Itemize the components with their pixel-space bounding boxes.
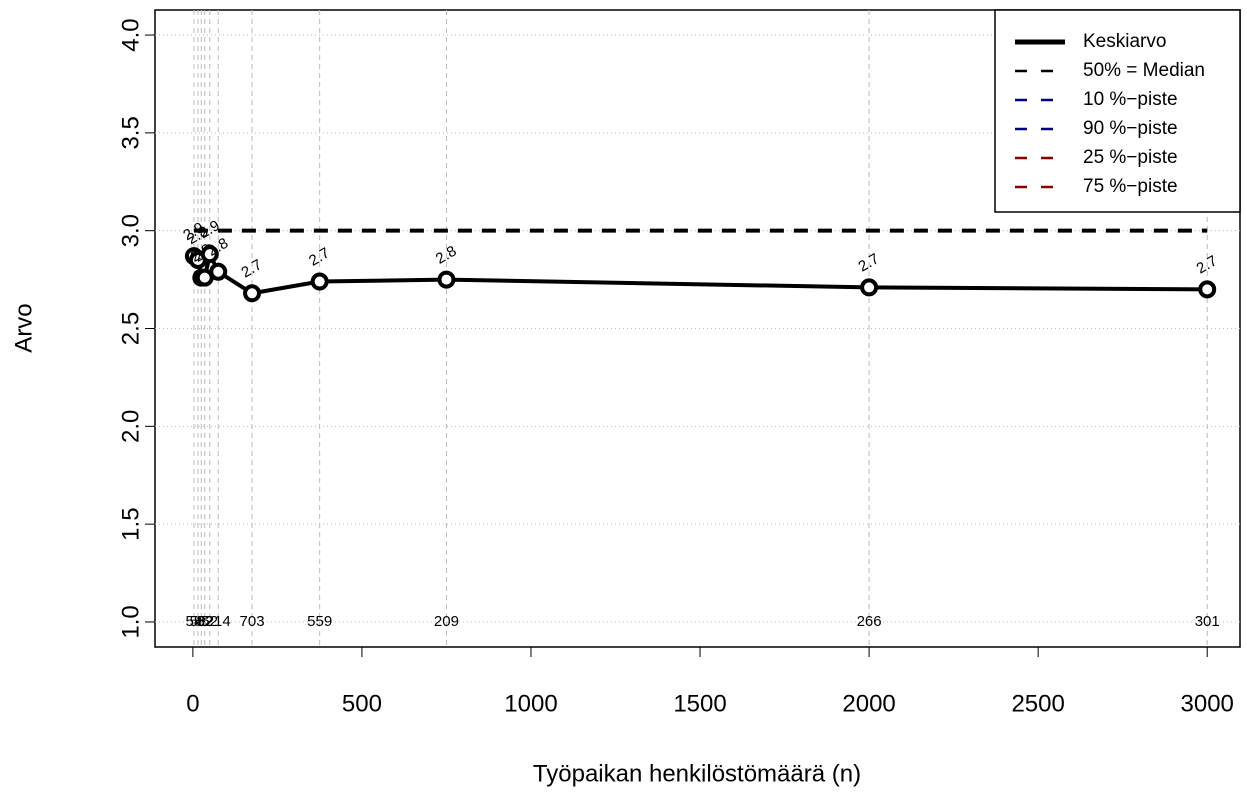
x-tick-label: 500 <box>342 690 382 717</box>
point <box>310 272 329 291</box>
y-tick-label: 3.5 <box>117 116 144 149</box>
count-label: 266 <box>857 613 882 630</box>
value-label: 2.7 <box>238 256 265 281</box>
count-label: 82 <box>196 613 213 630</box>
x-tick-label: 3000 <box>1181 690 1234 717</box>
y-tick-label: 1.5 <box>117 507 144 540</box>
count-label: 703 <box>240 613 265 630</box>
y-tick-label: 2.0 <box>117 410 144 443</box>
y-tick-label: 1.0 <box>117 605 144 638</box>
x-tick-label: 1000 <box>504 690 557 717</box>
count-label: 214 <box>206 613 231 630</box>
x-tick-label: 2500 <box>1011 690 1064 717</box>
y-tick-label: 4.0 <box>117 18 144 51</box>
count-label: 52 <box>201 613 218 630</box>
value-label: 2.7 <box>1194 252 1221 277</box>
x-axis-label: Työpaikan henkilöstömäärä (n) <box>533 760 861 787</box>
point <box>1198 280 1217 299</box>
point <box>437 270 456 289</box>
count-label: 559 <box>307 613 332 630</box>
y-axis-label: Arvo <box>10 303 37 352</box>
legend-label: 25 %−piste <box>1083 147 1178 168</box>
point <box>860 278 879 297</box>
legend-label: 75 %−piste <box>1083 176 1178 197</box>
point <box>243 284 262 303</box>
count-label: 301 <box>1195 613 1220 630</box>
count-label: 58 <box>190 613 207 630</box>
x-tick-label: 0 <box>186 690 199 717</box>
point <box>200 245 219 264</box>
legend-label: Keskiarvo <box>1083 31 1166 52</box>
legend-label: 10 %−piste <box>1083 89 1178 110</box>
value-label: 2.8 <box>433 243 460 268</box>
value-label: 2.7 <box>306 245 333 270</box>
y-tick-label: 3.0 <box>117 214 144 247</box>
count-label: 5 <box>197 613 205 630</box>
series-line <box>192 248 1208 296</box>
x-tick-label: 1500 <box>673 690 726 717</box>
y-tick-label: 2.5 <box>117 312 144 345</box>
legend-label: 50% = Median <box>1083 60 1205 81</box>
point <box>209 262 228 281</box>
x-tick-label: 2000 <box>842 690 895 717</box>
legend-label: 90 %−piste <box>1083 118 1178 139</box>
count-label: 209 <box>434 613 459 630</box>
value-label: 2.7 <box>856 250 883 275</box>
